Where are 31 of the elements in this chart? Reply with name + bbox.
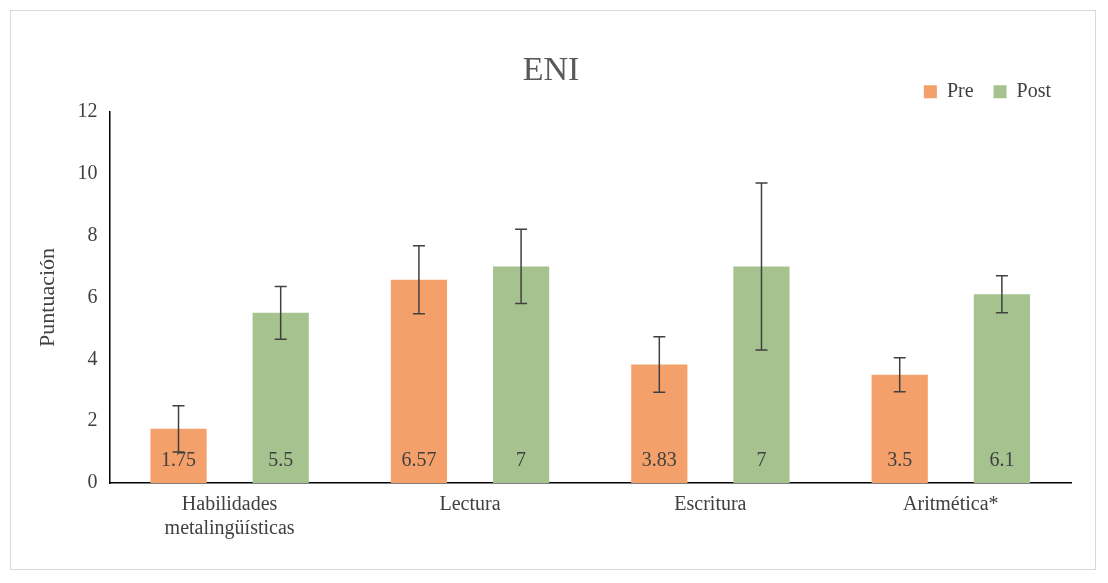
data-label: 6.1 [989, 448, 1015, 471]
legend-label: Post [1016, 79, 1052, 102]
y-tick-label: 10 [77, 160, 98, 183]
bar [150, 428, 207, 483]
data-label: 3.83 [641, 448, 677, 471]
data-label: 7 [516, 448, 527, 471]
bar [252, 312, 309, 483]
x-tick-label: Aritmética* [903, 492, 999, 515]
y-tick-label: 12 [77, 99, 98, 122]
legend-label: Pre [946, 79, 974, 102]
y-tick-label: 6 [87, 284, 98, 307]
x-tick-label: Habilidades metalingüísticas [164, 492, 295, 540]
bar [733, 266, 790, 483]
bar [492, 266, 550, 483]
x-tick-label: Lectura [439, 492, 501, 515]
data-label: 7 [756, 448, 767, 471]
data-label: 3.5 [887, 448, 913, 471]
bar [973, 294, 1030, 483]
y-tick-label: 8 [87, 222, 98, 245]
bar [631, 364, 688, 483]
chart-title: ENI [522, 50, 580, 88]
x-tick-label: Escritura [674, 492, 747, 515]
data-label: 1.75 [161, 448, 197, 471]
y-tick-label: 4 [87, 346, 98, 369]
y-tick-label: 2 [87, 408, 98, 431]
bar [390, 279, 448, 483]
data-label: 5.5 [268, 448, 294, 471]
data-label: 6.57 [401, 448, 437, 471]
y-axis-title: Puntuación [33, 247, 59, 347]
bar [871, 374, 928, 483]
y-tick-label: 0 [87, 470, 98, 493]
